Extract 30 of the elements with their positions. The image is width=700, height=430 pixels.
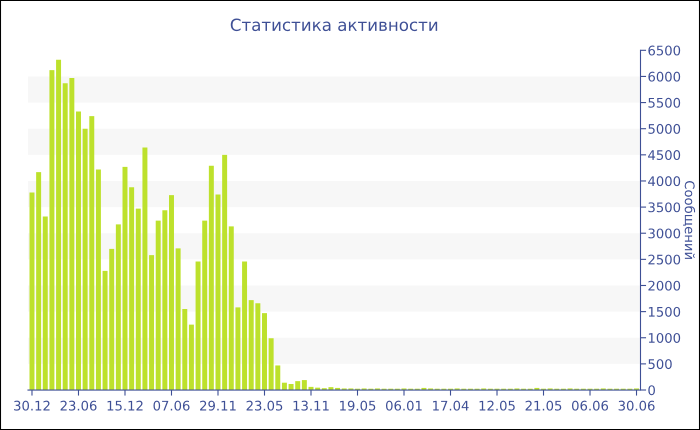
x-tick-label: 13.11 [294,400,329,411]
x-tick-label: 07.06 [153,400,190,411]
y-tick-label: 1500 [648,306,680,317]
x-tick-label: 23.06 [60,400,97,411]
y-tick-label: 6000 [648,72,680,82]
x-tick-label: 06.06 [572,400,608,411]
x-tick-label: 29.11 [200,400,236,411]
y-tick-label: 4000 [648,176,680,186]
y-axis-title: Сообщений [683,180,696,259]
y-tick-label: 0 [648,385,655,396]
x-tick-label: 17.04 [433,400,469,411]
y-tick-label: 5500 [648,98,680,108]
x-tick-label: 30.06 [618,400,655,411]
x-tick-label: 23.05 [246,400,282,411]
x-tick-label: 19.05 [340,400,376,411]
y-tick-label: 3500 [648,202,680,212]
x-tick-label: 30.12 [14,400,50,411]
y-tick-label: 2500 [648,254,680,265]
y-tick-label: 2000 [648,280,680,291]
y-tick-label: 5000 [648,124,680,134]
y-tick-label: 6500 [648,46,680,56]
chart-title: Статистика активности [230,18,438,32]
y-tick-label: 3000 [648,228,680,238]
x-tick-label: 06.01 [386,400,422,411]
x-tick-label: 21.05 [526,400,562,411]
y-tick-label: 500 [648,359,672,370]
y-tick-label: 4500 [648,150,680,160]
y-tick-label: 1000 [648,332,680,343]
x-tick-label: 12.05 [480,400,515,411]
x-tick-label: 15.12 [108,400,143,411]
